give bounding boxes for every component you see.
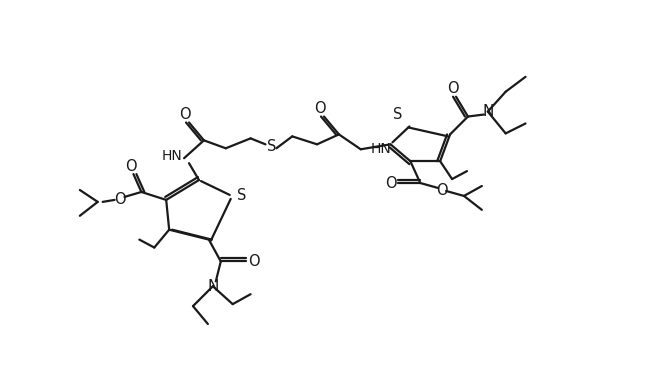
Text: S: S (393, 107, 402, 122)
Text: O: O (125, 159, 136, 174)
Text: N: N (207, 279, 218, 294)
Text: O: O (447, 81, 459, 96)
Text: O: O (314, 101, 326, 116)
Text: S: S (237, 188, 246, 203)
Text: O: O (179, 107, 191, 122)
Text: S: S (267, 139, 276, 154)
Text: O: O (436, 183, 448, 198)
Text: N: N (482, 104, 494, 119)
Text: HN: HN (161, 149, 182, 163)
Text: O: O (385, 176, 396, 190)
Text: O: O (248, 254, 259, 269)
Text: HN: HN (371, 142, 391, 156)
Text: O: O (113, 192, 125, 207)
